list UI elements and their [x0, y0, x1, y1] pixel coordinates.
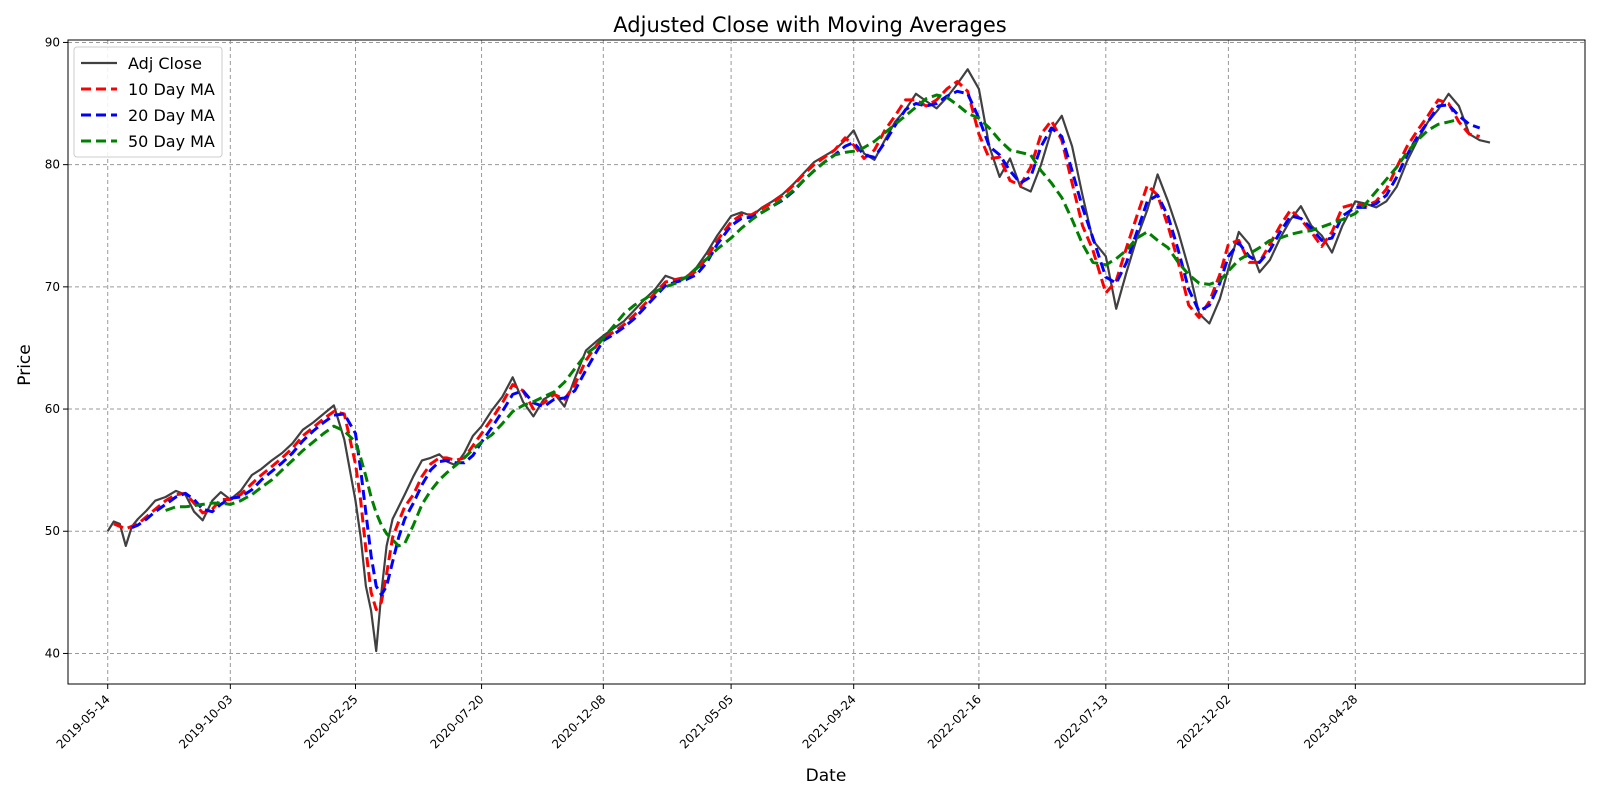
- legend: Adj Close 10 Day MA 20 Day MA 50 Day MA: [73, 46, 223, 158]
- y-axis-ticks: 40 50 60 70 80 90: [45, 35, 68, 660]
- y-tick-label: 40: [45, 646, 60, 660]
- legend-label: 20 Day MA: [128, 106, 215, 125]
- grid: [68, 40, 1585, 684]
- series-lines: [106, 68, 1491, 653]
- chart-title: Adjusted Close with Moving Averages: [613, 13, 1006, 37]
- ma-10-line: [113, 80, 1481, 611]
- legend-label: Adj Close: [128, 54, 202, 73]
- y-tick-label: 80: [45, 158, 60, 172]
- plot-frame: [67, 39, 1586, 685]
- legend-label: 10 Day MA: [128, 80, 215, 99]
- y-tick-label: 60: [45, 402, 60, 416]
- y-tick-label: 50: [45, 524, 60, 538]
- legend-label: 50 Day MA: [128, 132, 215, 151]
- legend-box: [73, 46, 223, 158]
- ma-50-line: [165, 93, 1460, 548]
- y-tick-label: 70: [45, 280, 60, 294]
- y-tick-label: 90: [45, 35, 60, 49]
- x-axis-label: Date: [806, 766, 847, 786]
- y-axis-label: Price: [15, 344, 35, 385]
